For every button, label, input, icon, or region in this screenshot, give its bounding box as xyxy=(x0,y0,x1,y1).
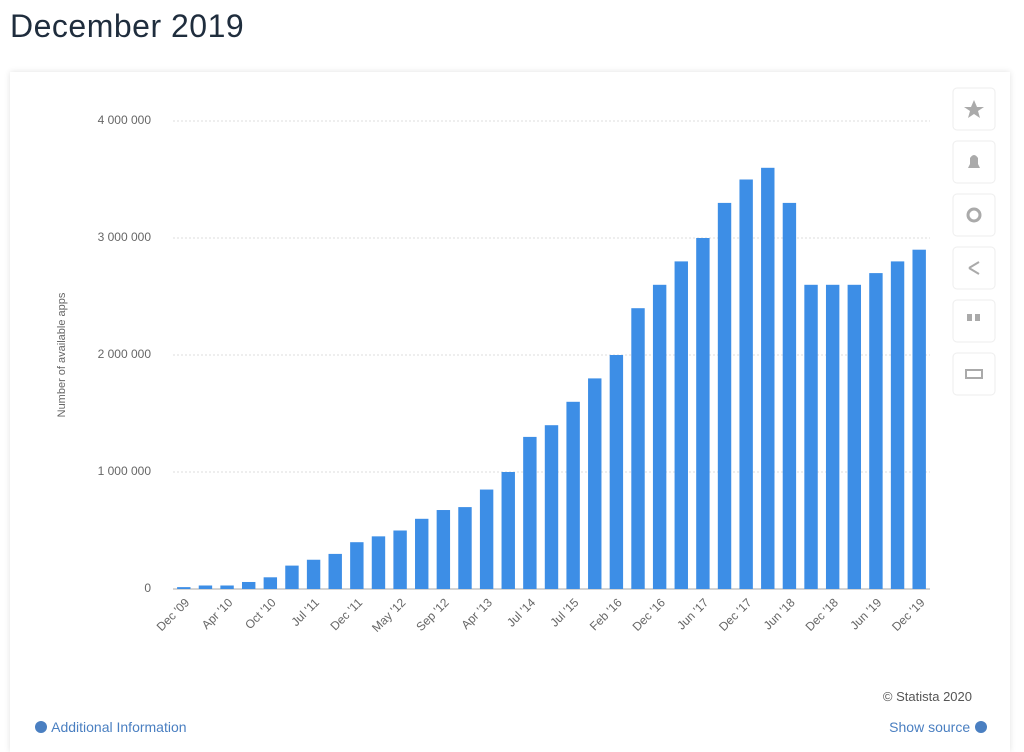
bar xyxy=(479,489,494,589)
bar xyxy=(696,238,710,589)
bar xyxy=(825,284,840,589)
x-tick-label: Dec '18 xyxy=(803,595,842,634)
bar xyxy=(847,284,862,589)
show-source-link[interactable]: Show source xyxy=(889,719,988,735)
bar xyxy=(761,167,775,590)
share-icon xyxy=(968,261,980,275)
x-tick-label: Oct '10 xyxy=(242,595,279,632)
x-tick-label: May '12 xyxy=(369,595,409,635)
bar xyxy=(263,577,278,589)
bar xyxy=(415,518,429,589)
x-tick-label: Feb '16 xyxy=(587,595,625,633)
bar xyxy=(588,378,602,589)
bar xyxy=(371,536,386,589)
x-tick-label: Apr '13 xyxy=(458,595,495,632)
gear-icon xyxy=(966,207,982,223)
x-tick-label: Jul '11 xyxy=(288,595,322,629)
quote-icon xyxy=(975,314,980,321)
x-tick-label: Jul '14 xyxy=(504,595,538,629)
additional-info-link[interactable]: Additional Information xyxy=(34,719,187,735)
info-icon xyxy=(975,721,987,733)
tool-buttons xyxy=(952,87,996,396)
x-tick-label: Dec '09 xyxy=(154,595,193,634)
bar xyxy=(609,355,624,589)
bar xyxy=(285,565,299,589)
y-tick-label: 0 xyxy=(144,581,151,595)
x-tick-label: Jun '17 xyxy=(674,595,711,632)
x-tick-label: Jul '15 xyxy=(547,595,581,629)
x-tick-label: Dec '17 xyxy=(716,595,755,634)
x-tick-label: Apr '10 xyxy=(199,595,236,632)
credit: © Statista 2020 xyxy=(882,689,972,704)
bar xyxy=(198,585,213,589)
print-icon xyxy=(965,369,983,379)
cite-button[interactable] xyxy=(952,299,996,343)
y-tick-label: 1 000 000 xyxy=(98,464,152,478)
chart-card xyxy=(10,72,1010,752)
bar xyxy=(177,587,191,589)
bar xyxy=(544,425,559,589)
bar xyxy=(869,273,883,589)
page-title: December 2019 xyxy=(10,8,245,44)
x-tick-label: Sep '12 xyxy=(413,595,452,634)
y-tick-label: 3 000 000 xyxy=(98,230,152,244)
x-tick-label: Dec '16 xyxy=(630,595,669,634)
star-icon xyxy=(964,100,984,118)
bar xyxy=(739,179,753,589)
x-tick-label: Dec '11 xyxy=(327,595,365,633)
bar xyxy=(306,559,321,589)
bell-icon xyxy=(968,155,980,168)
print-button[interactable] xyxy=(952,352,996,396)
bar xyxy=(652,284,667,589)
bar xyxy=(717,202,732,589)
bar xyxy=(241,581,256,589)
link-text: Additional Information xyxy=(51,719,187,735)
quote-icon xyxy=(967,314,972,321)
share-button[interactable] xyxy=(952,246,996,290)
bar xyxy=(501,472,515,589)
link-text: Show source xyxy=(889,719,971,735)
x-tick-label: Jun '18 xyxy=(761,595,798,632)
bar xyxy=(674,261,688,589)
bar xyxy=(631,308,645,589)
bar xyxy=(350,542,364,589)
y-tick-label: 2 000 000 xyxy=(98,347,152,361)
y-axis-label: Number of available apps xyxy=(56,292,68,417)
bar xyxy=(393,530,407,589)
bar xyxy=(804,284,818,589)
bar xyxy=(523,436,537,589)
bar xyxy=(890,261,905,589)
bar xyxy=(458,507,472,589)
bar xyxy=(328,553,342,589)
bar xyxy=(912,249,926,589)
x-tick-label: Jun '19 xyxy=(847,595,884,632)
y-tick-label: 4 000 000 xyxy=(98,113,152,127)
settings-button[interactable] xyxy=(952,193,996,237)
bar xyxy=(436,510,451,589)
info-icon xyxy=(35,721,47,733)
bar xyxy=(566,401,580,589)
bar xyxy=(782,202,797,589)
bar xyxy=(220,585,234,589)
x-tick-label: Dec '19 xyxy=(889,595,928,634)
